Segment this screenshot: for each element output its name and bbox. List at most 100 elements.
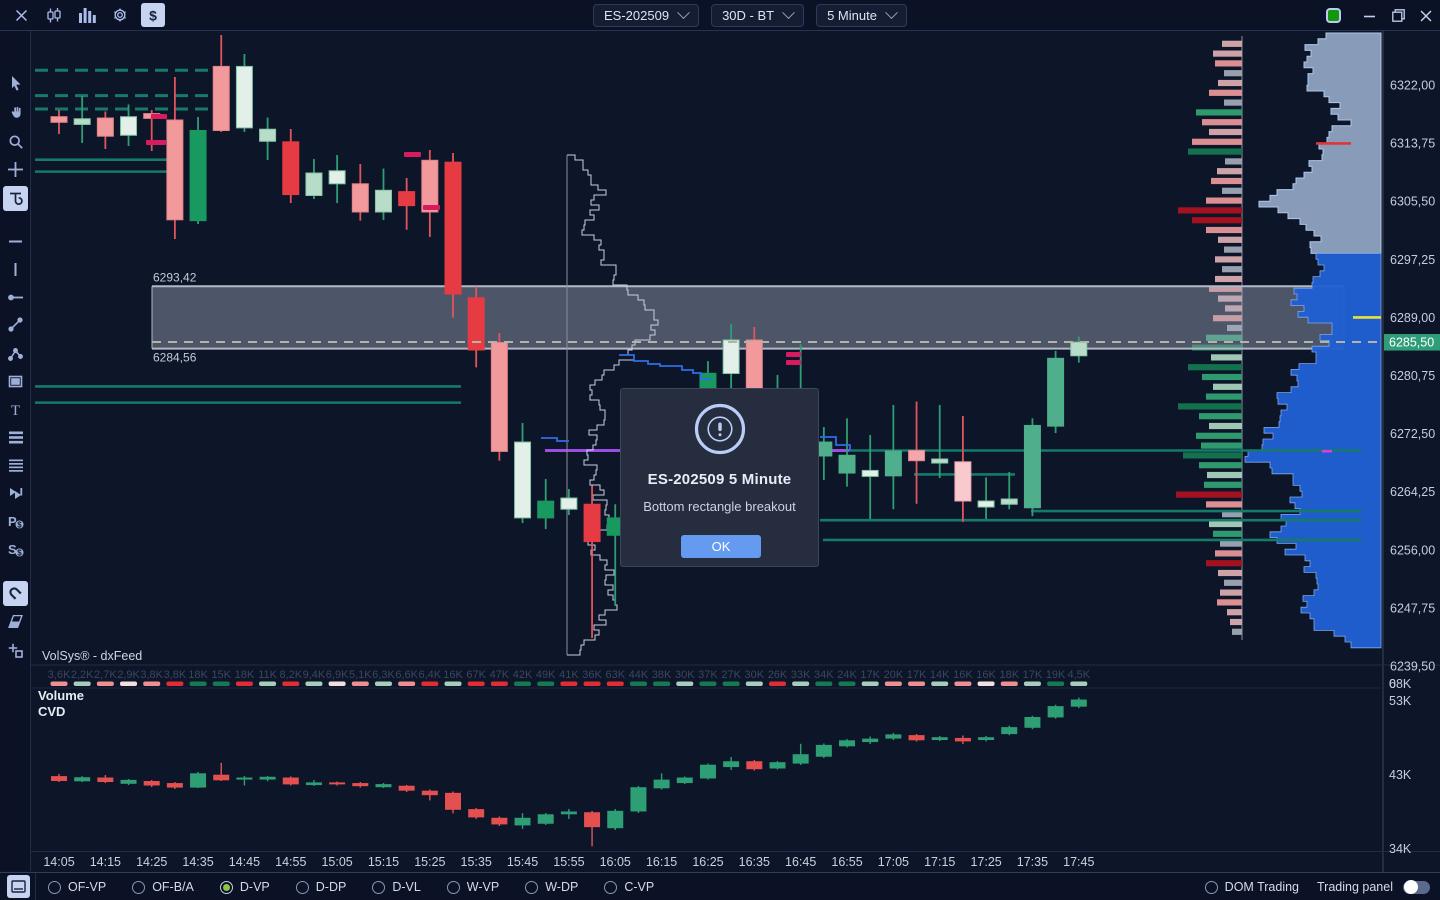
price-levels-tool[interactable] xyxy=(3,425,28,450)
text-tool[interactable]: T xyxy=(3,397,28,422)
time-axis-label: 16:15 xyxy=(646,855,677,869)
cvd-body xyxy=(699,764,716,779)
delta-profile-bar xyxy=(1192,138,1242,145)
settings-icon[interactable] xyxy=(108,3,132,27)
volume-bar xyxy=(861,681,879,686)
chevron-down-icon xyxy=(782,6,795,20)
volume-bar xyxy=(398,681,416,686)
magnet-tool[interactable] xyxy=(3,581,28,606)
close-chart-icon[interactable] xyxy=(9,3,33,27)
volume-bar xyxy=(514,681,532,686)
volume-bar xyxy=(977,681,995,686)
vertical-line-tool[interactable] xyxy=(3,257,28,282)
volume-bar xyxy=(351,681,369,686)
view-mode-d-vl[interactable]: D-VL xyxy=(372,880,421,894)
ok-button[interactable]: OK xyxy=(681,535,761,558)
stop-marker-tool[interactable]: S $ xyxy=(3,537,28,562)
candle-body xyxy=(374,189,392,213)
restore-button[interactable] xyxy=(1384,0,1412,31)
cvd-body xyxy=(723,761,740,768)
svg-text:$: $ xyxy=(149,8,157,23)
trading-mode-icon[interactable]: $ xyxy=(141,3,165,27)
delta-profile-bar xyxy=(1215,256,1242,263)
chart-trader-tool[interactable] xyxy=(3,186,28,211)
cursor-tool[interactable] xyxy=(3,71,28,96)
volume-value-label: 36K xyxy=(582,669,602,681)
delta-profile-bar xyxy=(1202,119,1242,126)
volume-bar xyxy=(815,681,833,686)
svg-text:$: $ xyxy=(17,548,22,557)
time-axis-label: 16:45 xyxy=(785,855,816,869)
period-dropdown[interactable]: 30D - BT xyxy=(711,4,805,27)
symbol-dropdown[interactable]: ES-202509 xyxy=(593,4,700,27)
volume-levels-tool[interactable] xyxy=(3,453,28,478)
rectangle-tool[interactable] xyxy=(3,369,28,394)
crosshair-tool[interactable] xyxy=(3,157,28,182)
horizontal-ray-tool[interactable] xyxy=(3,285,28,310)
text-icon: T xyxy=(9,403,22,417)
view-mode-of-vp[interactable]: OF-VP xyxy=(48,880,106,894)
cvd-body xyxy=(491,817,508,825)
instrument-picker-icon[interactable] xyxy=(42,3,66,27)
trading-panel-toggle[interactable] xyxy=(1403,880,1430,894)
delta-profile-bar xyxy=(1209,422,1242,430)
delta-profile-bar xyxy=(1204,481,1242,488)
clone-tool[interactable] xyxy=(3,638,28,663)
status-bar-right: DOM Trading Trading panel xyxy=(1204,873,1430,900)
view-mode-d-vp[interactable]: D-VP xyxy=(219,880,270,894)
monitor-icon xyxy=(11,880,26,893)
layout-button[interactable] xyxy=(7,875,30,898)
volume-value-label: 19K xyxy=(1046,669,1066,681)
window-controls xyxy=(1326,0,1440,31)
cvd-body xyxy=(862,738,879,743)
view-mode-of-b-a[interactable]: OF-B/A xyxy=(132,880,194,894)
time-axis-label: 15:55 xyxy=(553,855,584,869)
price-axis-label: 6256,00 xyxy=(1390,543,1435,557)
breakout-rectangle xyxy=(152,286,1344,349)
volume-bar xyxy=(745,681,763,686)
volume-value-label: 34K xyxy=(814,669,834,681)
delta-profile-bar xyxy=(1227,609,1242,616)
cvd-body xyxy=(954,737,971,742)
indicators-icon[interactable] xyxy=(75,3,99,27)
delta-profile-bar xyxy=(1220,540,1242,547)
cvd-body xyxy=(1024,716,1041,728)
eraser-tool[interactable] xyxy=(3,609,28,634)
volume-value-label: 42K xyxy=(513,669,533,681)
candle-body xyxy=(514,441,532,519)
volume-value-label: 18K xyxy=(235,669,255,681)
candle-body xyxy=(908,449,926,462)
price-axis-label: 6322,00 xyxy=(1390,79,1435,93)
horizontal-line-tool[interactable] xyxy=(3,229,28,254)
view-mode-w-vp[interactable]: W-VP xyxy=(446,880,499,894)
cvd-body xyxy=(514,817,531,826)
cvd-body xyxy=(978,737,995,740)
dom-trading-radio[interactable]: DOM Trading xyxy=(1204,880,1299,894)
hand-tool[interactable] xyxy=(3,100,28,125)
profit-marker-tool[interactable]: P $ xyxy=(3,509,28,534)
delta-line xyxy=(541,354,851,451)
volume-bar xyxy=(467,681,485,686)
volume-value-label: 49K xyxy=(536,669,556,681)
price-levels-icon xyxy=(8,431,23,444)
volume-value-label: 9,4K xyxy=(303,669,326,681)
imbalance-mark xyxy=(404,152,421,157)
close-button[interactable] xyxy=(1412,0,1440,31)
trend-line-tool[interactable] xyxy=(3,312,28,337)
cvd-body xyxy=(421,790,438,796)
zoom-tool[interactable] xyxy=(3,129,28,154)
polyline-tool[interactable] xyxy=(3,341,28,366)
minimize-button[interactable] xyxy=(1356,0,1384,31)
view-mode-c-vp[interactable]: C-VP xyxy=(604,880,654,894)
timeframe-dropdown[interactable]: 5 Minute xyxy=(816,4,907,27)
view-mode-d-dp[interactable]: D-DP xyxy=(295,880,346,894)
volume-bar xyxy=(50,681,68,686)
delta-profile-bar xyxy=(1213,315,1242,322)
zigzag-tool[interactable] xyxy=(3,481,28,506)
time-axis-label: 14:15 xyxy=(90,855,121,869)
volume-bar xyxy=(560,681,578,686)
volume-value-label: 20K xyxy=(884,669,904,681)
view-mode-w-dp[interactable]: W-DP xyxy=(525,880,578,894)
volume-value-label: 47K xyxy=(490,669,510,681)
